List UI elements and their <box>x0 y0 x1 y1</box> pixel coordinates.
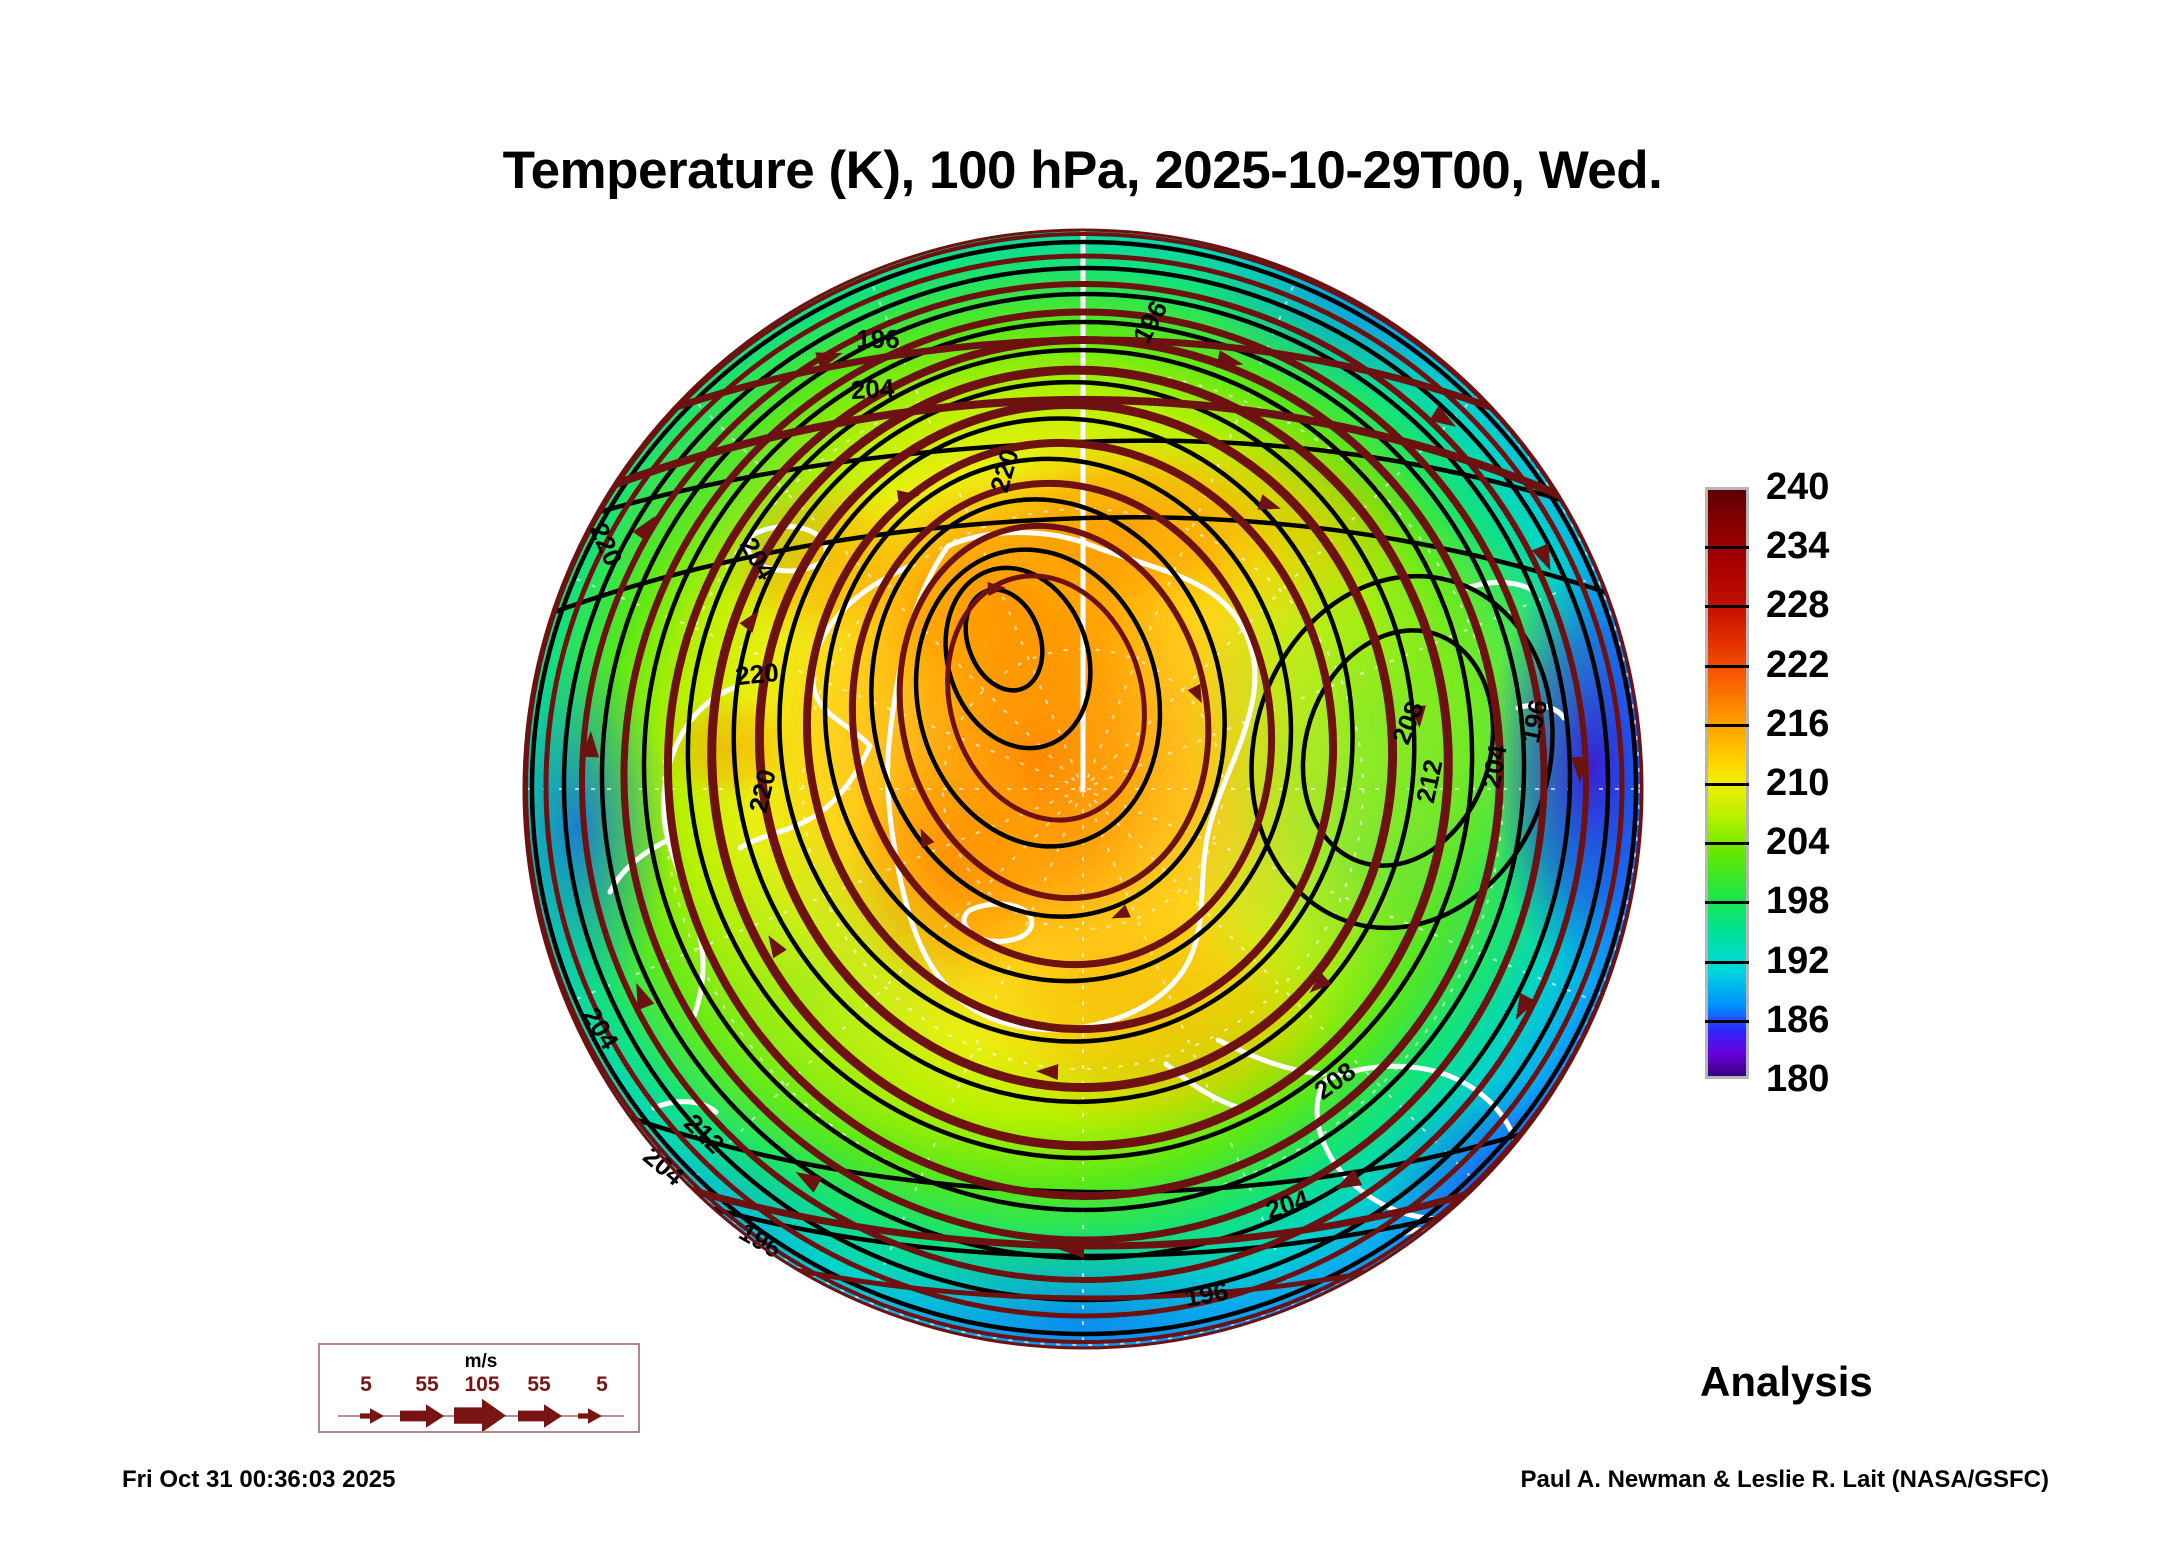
colorbar-tick-label: 192 <box>1766 939 1830 982</box>
wind-streamlines <box>524 232 1643 1344</box>
wind-legend-value: 105 <box>464 1373 500 1396</box>
wind-arrowheads <box>581 350 1589 1258</box>
wind-legend-unit-label: m/s <box>464 1351 498 1372</box>
page-title: Temperature (K), 100 hPa, 2025-10-29T00,… <box>502 141 1663 200</box>
contour-value-label: 204 <box>850 373 895 405</box>
wind-arrow-scale-icon <box>338 1398 624 1431</box>
colorbar-tick-label: 234 <box>1766 525 1830 568</box>
colorbar[interactable]: 240 234 228 222 216 210 204 198 192 186 180 <box>1700 466 2000 1110</box>
wind-legend-value: 5 <box>360 1373 372 1396</box>
wind-legend-value: 5 <box>596 1373 608 1396</box>
colorbar-tick-label: 222 <box>1766 643 1830 686</box>
colorbar-tick-label: 210 <box>1766 762 1830 804</box>
contour-value-label: 196 <box>1182 1276 1230 1313</box>
contour-value-label: 196 <box>856 324 899 354</box>
colorbar-tick-label: 216 <box>1766 702 1830 745</box>
colorbar-tick-label: 180 <box>1766 1058 1830 1100</box>
colorbar-tick-label: 198 <box>1766 880 1830 923</box>
analysis-label: Analysis <box>1700 1358 1873 1405</box>
colorbar-gradient-strip[interactable] <box>1705 487 1749 1079</box>
wind-legend-value: 55 <box>415 1373 439 1396</box>
globe-outline <box>522 228 1644 1350</box>
colorbar-tick-label: 186 <box>1766 998 1830 1041</box>
generation-timestamp: Fri Oct 31 00:36:03 2025 <box>122 1466 396 1493</box>
author-credit: Paul A. Newman & Leslie R. Lait (NASA/GS… <box>1520 1466 2049 1493</box>
colorbar-tick-label: 228 <box>1766 584 1830 627</box>
map-panel[interactable]: 196 196 204 220 220 204 220 220 196 204 212 208 204 2… <box>518 228 1648 1350</box>
contour-value-label: 220 <box>734 657 780 691</box>
wind-speed-legend[interactable]: m/s 5 55 105 55 5 <box>318 1343 640 1433</box>
wind-legend-value: 55 <box>527 1373 551 1396</box>
colorbar-tick-label: 204 <box>1766 821 1830 864</box>
colorbar-tick-label: 240 <box>1766 466 1830 508</box>
